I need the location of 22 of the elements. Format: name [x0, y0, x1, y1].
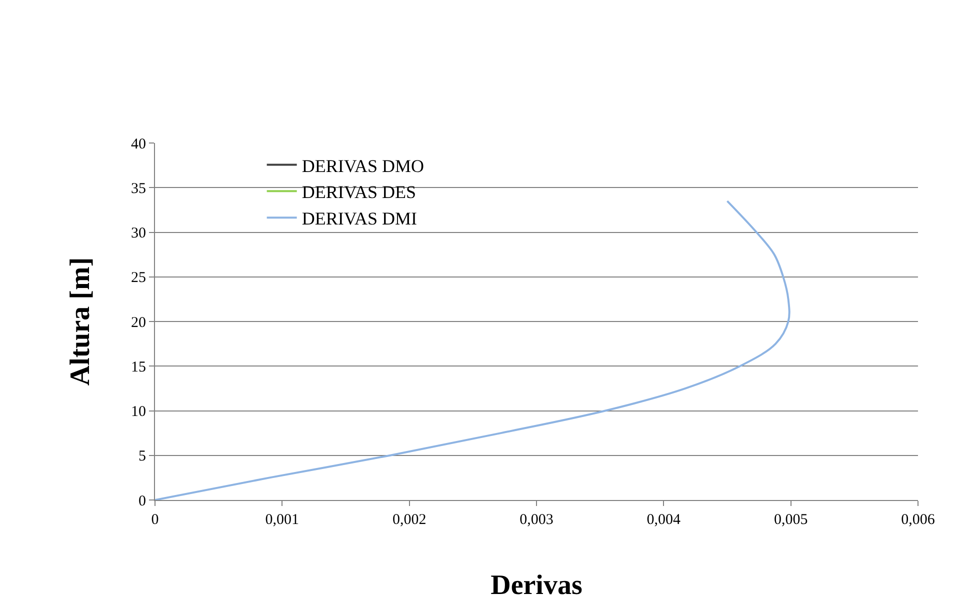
- x-tick-label: 0,003: [520, 512, 554, 528]
- y-tick-label: 30: [131, 226, 146, 242]
- y-tick-label: 10: [131, 404, 146, 420]
- legend-label: DERIVAS DMO: [302, 156, 424, 176]
- legend-label: DERIVAS DMI: [302, 208, 418, 229]
- x-tick-label: 0,005: [774, 512, 808, 528]
- line-series: [155, 200, 790, 500]
- x-tick-label: 0,002: [392, 512, 426, 528]
- x-tick-label: 0: [151, 512, 159, 528]
- y-tick-label: 25: [131, 270, 146, 286]
- x-tick-label: 0,004: [646, 512, 682, 528]
- legend-label: DERIVAS DES: [302, 182, 416, 202]
- y-tick-label: 15: [131, 359, 146, 376]
- y-tick-label: 5: [138, 448, 146, 465]
- x-axis-title: Derivas: [490, 570, 582, 601]
- y-tick-label: 35: [131, 180, 146, 197]
- y-tick-label: 40: [131, 136, 146, 152]
- x-tick-label: 0,006: [901, 512, 936, 528]
- y-tick-label: 0: [138, 493, 146, 510]
- y-tick-label: 20: [131, 314, 146, 331]
- y-axis-title: Altura [m]: [65, 257, 96, 386]
- x-tick-label: 0,001: [265, 512, 300, 528]
